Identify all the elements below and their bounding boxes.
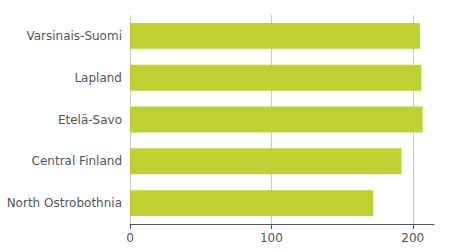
svg-text:North Ostrobothnia: North Ostrobothnia xyxy=(7,196,122,210)
svg-text:200: 200 xyxy=(401,231,424,245)
svg-text:Lapland: Lapland xyxy=(74,71,122,85)
svg-text:Etelä-Savo: Etelä-Savo xyxy=(58,113,122,127)
svg-text:0: 0 xyxy=(126,231,134,245)
svg-text:Central Finland: Central Finland xyxy=(32,154,122,168)
svg-text:Varsinais-Suomi: Varsinais-Suomi xyxy=(26,29,122,43)
svg-text:100: 100 xyxy=(260,231,283,245)
